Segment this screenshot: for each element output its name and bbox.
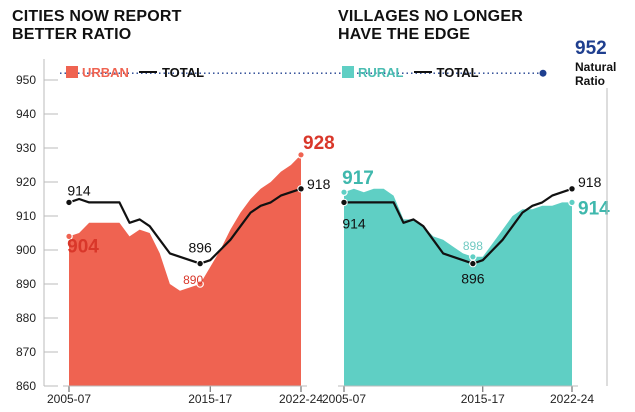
rural-annotation-1: 914 [342,215,366,231]
urban-total-point-0 [65,198,73,207]
y-tick-label-940: 940 [16,107,36,121]
rural-annotation-2: 898 [463,239,483,253]
natural-ratio-marker [539,69,547,77]
y-tick-label-920: 920 [16,175,36,189]
urban-total-legend-label: TOTAL [161,64,205,80]
rural-annotation-4: 918 [578,174,602,190]
rural-area-point-13 [469,252,477,261]
rural-title-line-1: VILLAGES NO LONGER [338,8,523,25]
y-tick-label-870: 870 [16,345,36,359]
rural-x-tick-label-1: 2015-17 [461,392,505,406]
urban-area-point-13 [196,280,204,288]
y-tick-label-910: 910 [16,209,36,223]
urban-total-point-23 [297,185,305,193]
rural-total-legend-label: TOTAL [436,64,479,80]
urban-annotation-2: 896 [188,240,212,256]
urban-title-line-2: BETTER RATIO [12,26,132,43]
natural-ratio-callout: 952 Natural Ratio [575,38,617,88]
rural-legend-label: RURAL [358,64,404,80]
rural-total-legend-line [413,71,432,73]
rural-area-point-0 [340,188,348,197]
rural-annotation-5: 914 [578,198,610,219]
rural-total-point-13 [469,259,477,268]
urban-panel-title: CITIES NOW REPORT BETTER RATIO [12,8,182,44]
rural-total-point-0 [340,198,348,207]
y-tick-label-950: 950 [16,73,36,87]
rural-total-line [344,187,573,265]
rural-area [344,188,572,386]
urban-legend-label: URBAN [82,64,129,80]
rural-panel-title: VILLAGES NO LONGER HAVE THE EDGE [338,8,523,44]
urban-annotation-4: 928 [303,133,335,154]
urban-total-legend-line [138,71,157,73]
rural-x-tick-label-0: 2005-07 [322,392,366,406]
rural-x-tick-label-2: 2022-24 [550,392,594,406]
rural-annotation-0: 917 [342,168,374,189]
urban-x-tick-label-0: 2005-07 [47,392,91,406]
rural-total-point-23 [568,185,576,193]
rural-area-point-23 [568,198,576,207]
urban-legend-swatch [66,66,78,78]
urban-annotation-0: 914 [67,182,91,198]
urban-total-point-13 [196,259,204,268]
y-tick-label-890: 890 [16,277,36,291]
urban-annotation-1: 904 [67,236,99,257]
rural-title-line-2: HAVE THE EDGE [338,26,471,43]
rural-legend-swatch [342,66,354,78]
y-tick-label-930: 930 [16,141,36,155]
urban-area [69,154,301,386]
urban-area-point-23 [297,151,305,159]
urban-x-tick-label-1: 2015-17 [188,392,232,406]
urban-annotation-3: 890 [183,273,203,287]
rural-annotation-3: 896 [461,271,485,287]
urban-legend: URBAN TOTAL [66,64,204,80]
y-tick-label-880: 880 [16,311,36,325]
urban-title-line-1: CITIES NOW REPORT [12,8,182,25]
rural-legend: RURAL TOTAL [342,64,479,80]
urban-area-point-0 [65,232,73,241]
urban-annotation-5: 918 [307,176,331,192]
natural-ratio-value: 952 [575,38,607,59]
urban-x-tick-label-2: 2022-24 [279,392,323,406]
urban-total-line [68,187,302,265]
natural-ratio-label: Natural Ratio [575,60,617,88]
y-tick-label-860: 860 [16,379,36,393]
y-tick-label-900: 900 [16,243,36,257]
